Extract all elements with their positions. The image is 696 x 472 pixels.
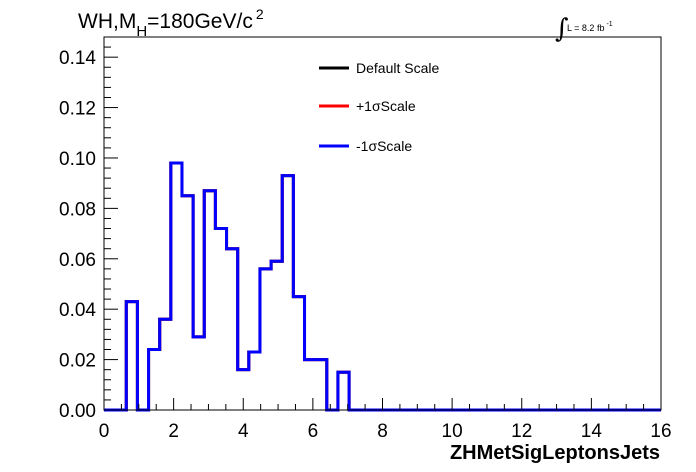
y-tick-label: 0.12 (59, 99, 96, 120)
x-tick-label: 6 (308, 421, 319, 442)
x-tick-label: 10 (442, 421, 463, 442)
x-tick-label: 8 (377, 421, 388, 442)
x-tick-label: 14 (581, 421, 603, 442)
plot-frame (103, 36, 662, 411)
luminosity-label: L = 8.2 fb -1 (567, 21, 613, 33)
legend-label: -1σScale (356, 138, 412, 154)
x-tick-label: 2 (168, 421, 179, 442)
x-tick-label: 12 (511, 421, 532, 442)
chart-title: WH,MH=180GeV/c 2 (78, 6, 264, 40)
y-tick-label: 0.00 (59, 401, 96, 422)
legend-label: +1σScale (356, 98, 416, 114)
y-tick-label: 0.04 (59, 300, 96, 321)
y-tick-label: 0.08 (59, 199, 96, 220)
series-line-0 (104, 161, 661, 412)
integral-symbol: ∫ (555, 14, 569, 44)
series-line-2 (104, 161, 661, 412)
legend-label: Default Scale (356, 60, 439, 76)
x-axis-label: ZHMetSigLeptonsJets (450, 442, 660, 464)
y-tick-label: 0.02 (59, 351, 96, 372)
y-tick-label: 0.10 (59, 149, 96, 170)
x-tick-label: 16 (650, 421, 671, 442)
x-tick-label: 0 (99, 421, 110, 442)
legend: Default Scale +1σScale -1σScale (319, 60, 439, 154)
y-tick-label: 0.14 (59, 48, 96, 69)
y-tick-label: 0.06 (59, 250, 96, 271)
series-line-1 (104, 161, 661, 412)
x-tick-label: 4 (238, 421, 249, 442)
